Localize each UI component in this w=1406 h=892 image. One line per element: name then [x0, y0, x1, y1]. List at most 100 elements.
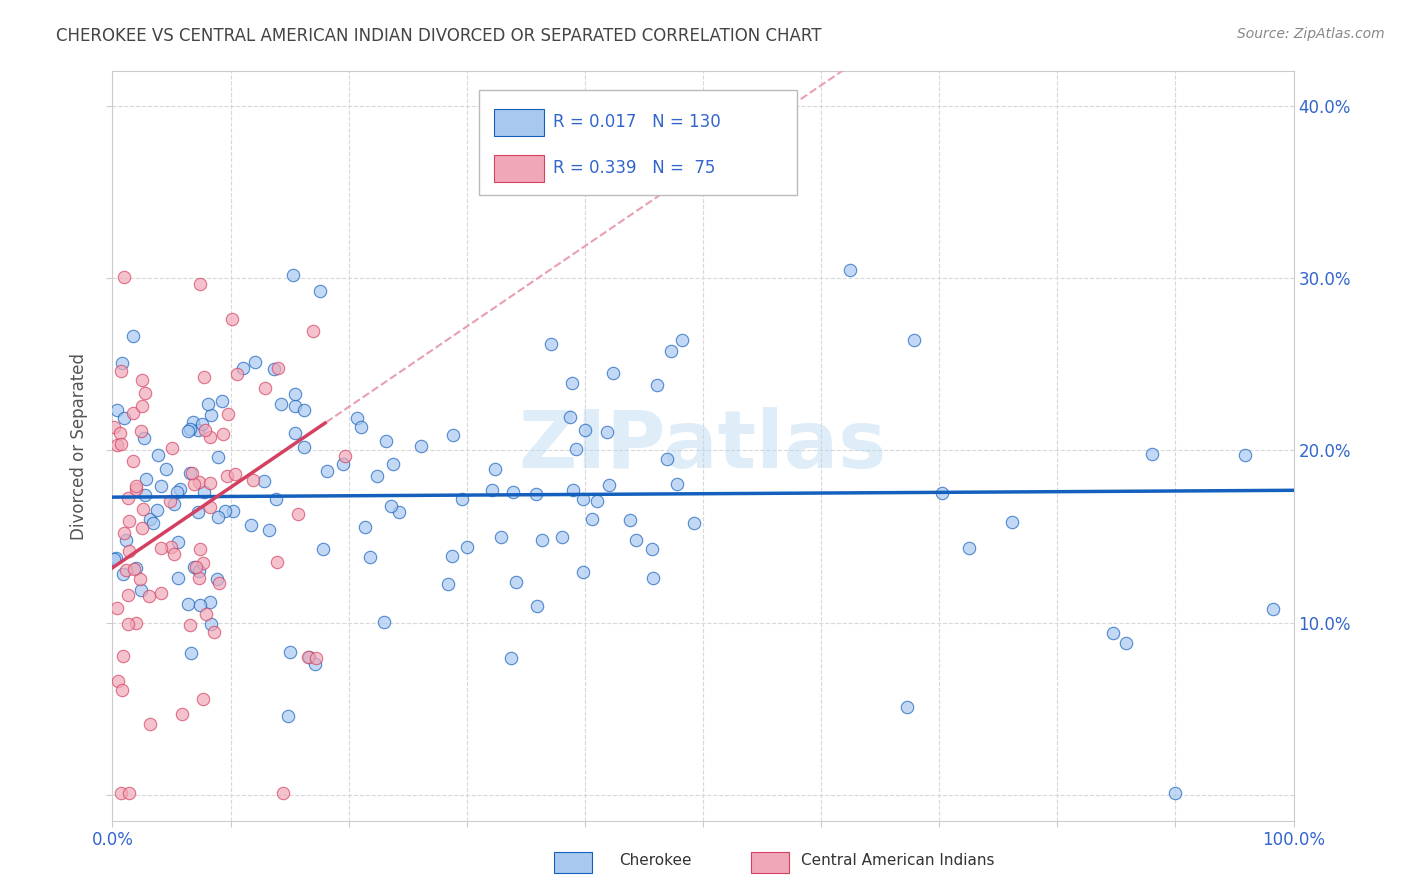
Point: [359, 549, 381, 564]
Point: [346, 410, 368, 425]
Point: [373, 615, 395, 630]
Point: [131, 399, 153, 413]
Point: [305, 650, 328, 665]
Point: [225, 367, 247, 381]
Y-axis label: Divorced or Separated: Divorced or Separated: [70, 352, 89, 540]
Point: [242, 474, 264, 488]
Point: [122, 561, 145, 575]
Point: [572, 565, 595, 579]
Point: [194, 423, 217, 437]
Point: [118, 544, 141, 558]
Point: [115, 563, 138, 577]
Point: [125, 615, 148, 630]
Point: [266, 555, 288, 569]
Point: [121, 329, 143, 343]
Point: [181, 466, 204, 480]
Point: [292, 440, 315, 454]
Point: [112, 567, 135, 582]
Point: [139, 716, 162, 731]
Point: [188, 599, 211, 613]
Point: [125, 482, 148, 496]
Point: [183, 560, 205, 574]
Point: [270, 396, 292, 410]
Point: [671, 333, 693, 347]
Point: [179, 422, 201, 436]
Text: R = 0.339   N =  75: R = 0.339 N = 75: [553, 159, 716, 177]
Point: [574, 423, 596, 437]
Point: [180, 646, 202, 660]
Point: [118, 514, 141, 528]
Point: [903, 333, 925, 347]
Point: [641, 542, 664, 557]
Point: [382, 457, 405, 471]
Point: [188, 277, 211, 291]
Point: [388, 505, 411, 519]
Point: [297, 649, 319, 664]
Point: [193, 370, 215, 384]
Point: [207, 509, 229, 524]
Point: [586, 493, 609, 508]
Point: [188, 542, 211, 557]
Point: [105, 550, 128, 565]
Point: [107, 674, 129, 689]
Point: [112, 269, 135, 284]
Point: [896, 700, 918, 714]
Point: [221, 311, 243, 326]
Point: [531, 533, 554, 547]
Point: [183, 477, 205, 491]
Point: [122, 454, 145, 468]
Point: [354, 520, 377, 534]
Point: [177, 597, 200, 611]
Point: [166, 485, 188, 500]
Point: [198, 500, 221, 514]
Point: [456, 540, 478, 554]
FancyBboxPatch shape: [478, 90, 797, 195]
Point: [103, 552, 125, 566]
Point: [502, 484, 524, 499]
Point: [112, 410, 135, 425]
Point: [232, 360, 254, 375]
Point: [103, 419, 125, 434]
Point: [298, 649, 321, 664]
Point: [451, 491, 474, 506]
Point: [188, 571, 211, 585]
Point: [957, 541, 980, 555]
FancyBboxPatch shape: [554, 852, 592, 873]
Point: [441, 549, 464, 563]
Point: [441, 428, 464, 442]
Point: [207, 572, 229, 586]
Text: CHEROKEE VS CENTRAL AMERICAN INDIAN DIVORCED OR SEPARATED CORRELATION CHART: CHEROKEE VS CENTRAL AMERICAN INDIAN DIVO…: [56, 27, 821, 45]
Point: [138, 512, 160, 526]
Point: [177, 424, 200, 438]
Text: Central American Indians: Central American Indians: [801, 854, 995, 868]
FancyBboxPatch shape: [494, 109, 544, 136]
Point: [131, 424, 153, 438]
Point: [626, 533, 648, 548]
Point: [208, 575, 231, 590]
Point: [142, 516, 165, 530]
Point: [188, 475, 211, 489]
Point: [200, 595, 222, 609]
Point: [682, 516, 704, 531]
Point: [198, 476, 221, 491]
Point: [602, 366, 624, 380]
Point: [111, 356, 134, 370]
Point: [179, 466, 201, 480]
Point: [505, 575, 527, 590]
Point: [491, 531, 513, 545]
Point: [117, 588, 139, 602]
Point: [211, 427, 233, 442]
Point: [200, 408, 222, 422]
Point: [1001, 515, 1024, 529]
Text: ZIPatlas: ZIPatlas: [519, 407, 887, 485]
Point: [380, 500, 402, 514]
Point: [181, 415, 204, 429]
Point: [581, 512, 603, 526]
Point: [146, 503, 169, 517]
Text: Cherokee: Cherokee: [619, 854, 692, 868]
Point: [148, 448, 170, 462]
Point: [204, 624, 226, 639]
Point: [188, 565, 211, 579]
Point: [112, 526, 135, 541]
Point: [132, 431, 155, 445]
